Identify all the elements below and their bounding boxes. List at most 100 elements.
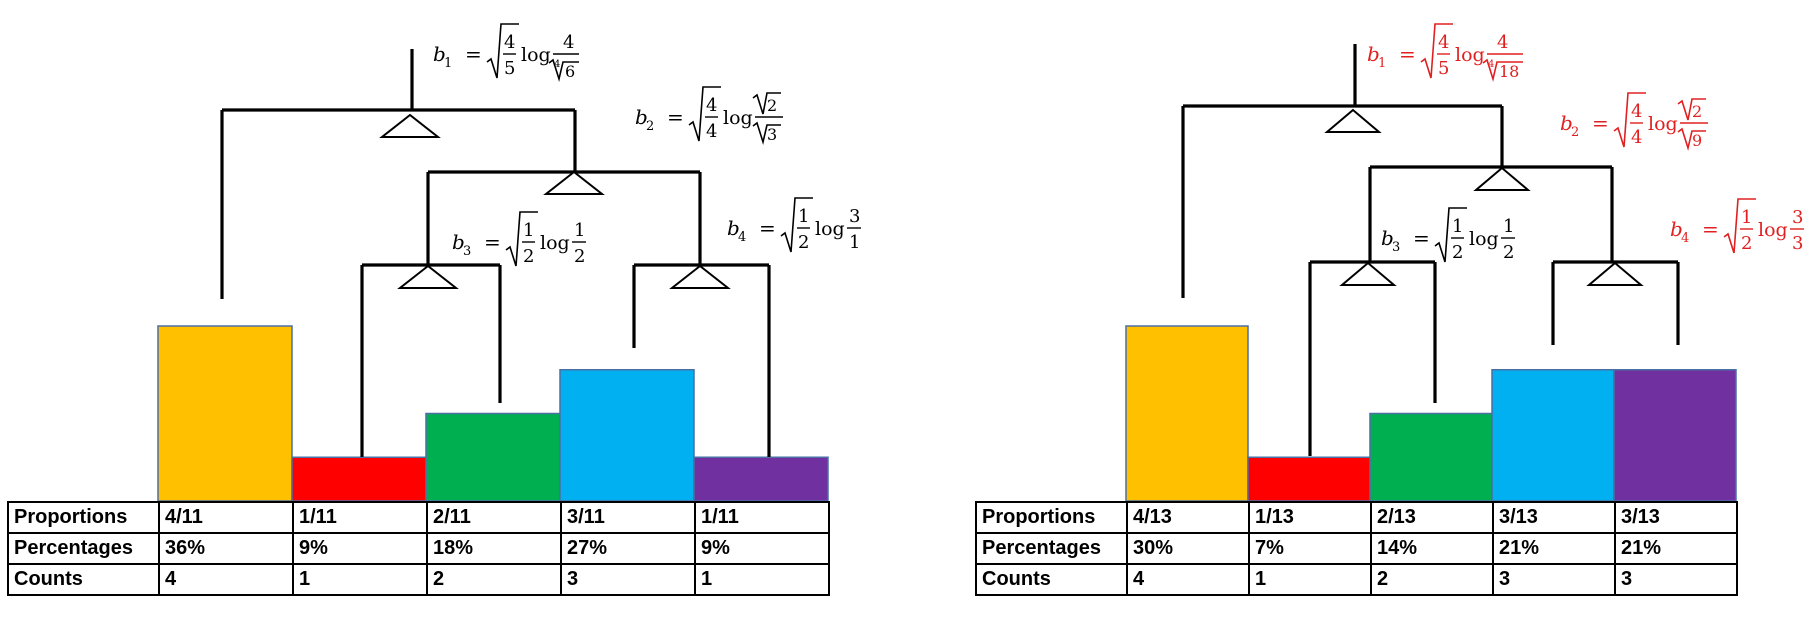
left-b3-log-num: 1: [574, 220, 585, 241]
right-b2-sqrt-den: 4: [1631, 127, 1642, 148]
right-b1-sqrt-num: 4: [1438, 32, 1449, 53]
right-b4-log-den: 3: [1792, 233, 1803, 254]
left-bar-yellow: [157, 325, 293, 502]
left-b2-eq: =: [667, 105, 684, 129]
right-percentage-cell: 14%: [1370, 532, 1494, 565]
right-b4-var: b: [1670, 217, 1683, 241]
right-b1-log-radical: [1482, 58, 1523, 83]
left-b4-radical: [780, 197, 813, 253]
right-b3-log-den: 2: [1503, 242, 1514, 263]
left-proportion-cell: 4/11: [158, 501, 294, 534]
right-count-cell: 3: [1492, 563, 1616, 596]
right-split-3-triangle: [1339, 261, 1397, 286]
left-b3-log: log: [540, 232, 570, 254]
right-b1-log-num: 4: [1497, 32, 1508, 53]
left-b1-eq: =: [465, 42, 482, 66]
left-b2-sub: 2: [646, 119, 654, 134]
left-bar-purple: [693, 456, 829, 502]
right-count-cell: 3: [1614, 563, 1738, 596]
left-b3-sub: 3: [463, 244, 471, 259]
right-count-cell: 1: [1248, 563, 1372, 596]
right-count-cell: 2: [1370, 563, 1494, 596]
left-b2-sqrt-num: 4: [706, 95, 717, 116]
right-b1-radical: [1420, 23, 1453, 79]
right-percentage-cell: 21%: [1614, 532, 1738, 565]
row-label-proportions: Proportions: [7, 501, 160, 534]
left-b1-sqrt-den: 5: [504, 58, 515, 79]
left-b3-radical: [505, 211, 538, 267]
left-split-4-triangle: [669, 264, 731, 289]
right-bar-purple: [1613, 369, 1737, 502]
table-row-proportions: Proportions 4/11 1/11 2/11 3/11 1/11: [7, 501, 830, 534]
left-proportion-cell: 2/11: [426, 501, 562, 534]
right-percentage-cell: 7%: [1248, 532, 1372, 565]
left-count-cell: 1: [292, 563, 428, 596]
left-bar-blue: [559, 369, 695, 502]
right-b2-radical: [1613, 92, 1646, 148]
right-b3-sub: 3: [1392, 240, 1400, 255]
right-b1-eq: =: [1399, 42, 1416, 66]
right-b2-eq: =: [1592, 111, 1609, 135]
left-percentage-cell: 18%: [426, 532, 562, 565]
right-split-4-triangle: [1586, 261, 1644, 286]
left-b1-root-index: 4: [554, 59, 560, 70]
left-b4-sub: 4: [738, 230, 746, 245]
row-label-proportions: Proportions: [975, 501, 1128, 534]
left-b4-sqrt-num: 1: [798, 206, 809, 227]
right-b1-sqrt-den: 5: [1438, 58, 1449, 79]
left-count-cell: 1: [694, 563, 830, 596]
right-b2-sqrt-num: 4: [1631, 101, 1642, 122]
left-count-cell: 3: [560, 563, 696, 596]
right-b3-sqrt-den: 2: [1452, 242, 1463, 263]
left-b1-log: log: [521, 44, 551, 66]
left-b2-num-arg: 2: [767, 96, 777, 115]
right-b1-var: b: [1367, 42, 1380, 66]
right-b4-log-num: 3: [1792, 207, 1803, 228]
right-b3-sqrt-num: 1: [1452, 216, 1463, 237]
left-proportion-cell: 3/11: [560, 501, 696, 534]
right-table: Proportions 4/13 1/13 2/13 3/13 3/13 Per…: [975, 501, 1738, 596]
right-b1-root-arg: 18: [1499, 62, 1519, 81]
left-b1-var: b: [433, 42, 446, 66]
left-percentage-cell: 27%: [560, 532, 696, 565]
row-label-counts: Counts: [975, 563, 1128, 596]
left-percentage-cell: 36%: [158, 532, 294, 565]
right-b2-den-arg: 9: [1692, 131, 1702, 150]
right-b1-root-index: 4: [1488, 59, 1494, 70]
right-b4-sub: 4: [1681, 231, 1689, 246]
right-b3-log: log: [1469, 228, 1499, 250]
right-b3-log-num: 1: [1503, 216, 1514, 237]
table-row-counts: Counts 4 1 2 3 3: [975, 563, 1738, 596]
right-b2-num-arg: 2: [1692, 102, 1702, 121]
left-split-3-triangle: [397, 264, 459, 289]
left-b2-sqrt-den: 4: [706, 121, 717, 142]
left-b1-radical: [486, 23, 519, 79]
table-row-percentages: Percentages 30% 7% 14% 21% 21%: [975, 532, 1738, 565]
right-bar-yellow: [1125, 325, 1249, 502]
left-bar-green: [425, 412, 561, 502]
left-b3-eq: =: [484, 230, 501, 254]
left-b1-log-num: 4: [563, 32, 574, 53]
row-label-percentages: Percentages: [7, 532, 160, 565]
right-count-cell: 4: [1126, 563, 1250, 596]
left-b4-sqrt-den: 2: [798, 232, 809, 253]
right-b1-log: log: [1455, 44, 1485, 66]
right-b2-sub: 2: [1571, 125, 1579, 140]
right-proportion-cell: 1/13: [1248, 501, 1372, 534]
right-split-2-triangle: [1473, 166, 1531, 191]
right-percentage-cell: 21%: [1492, 532, 1616, 565]
right-proportion-cell: 4/13: [1126, 501, 1250, 534]
left-split-1-triangle: [379, 113, 441, 138]
right-bar-green: [1369, 412, 1493, 502]
right-percentage-cell: 30%: [1126, 532, 1250, 565]
left-count-cell: 2: [426, 563, 562, 596]
left-b2-log: log: [723, 107, 753, 129]
left-b3-log-den: 2: [574, 246, 585, 267]
left-table: Proportions 4/11 1/11 2/11 3/11 1/11 Per…: [7, 501, 830, 596]
left-percentage-cell: 9%: [694, 532, 830, 565]
right-b2-num-radical: [1677, 98, 1706, 121]
left-b2-num-radical: [752, 92, 781, 115]
table-row-counts: Counts 4 1 2 3 1: [7, 563, 830, 596]
left-b4-log: log: [815, 218, 845, 240]
